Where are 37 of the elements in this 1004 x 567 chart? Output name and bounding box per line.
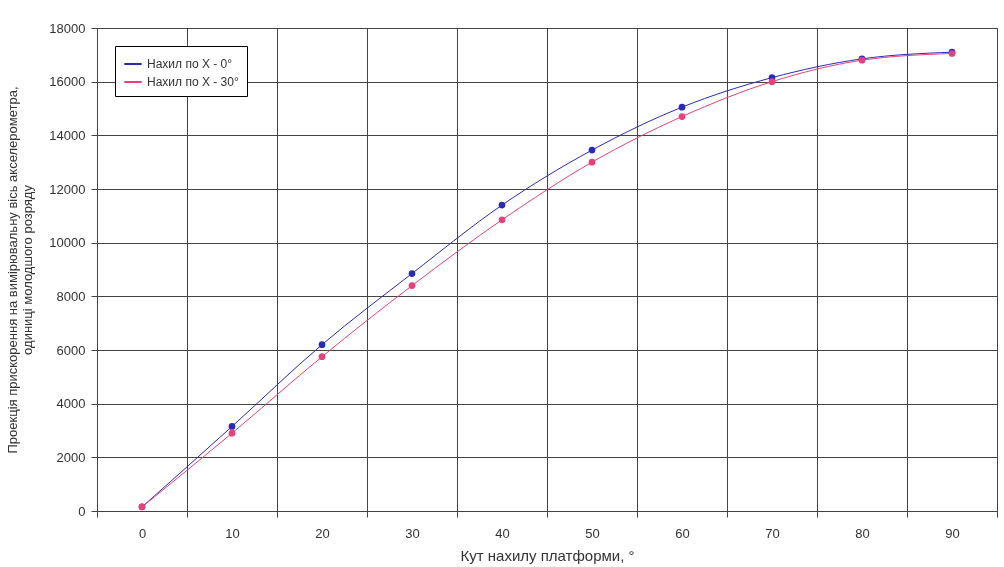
point [588,158,596,166]
point [768,78,776,86]
y-tick-label: 4000 [56,396,86,412]
point [408,270,416,277]
y-tick-label: 16000 [49,74,86,90]
point [678,113,686,120]
y-tick-label: 6000 [56,342,86,358]
x-tick-label: 60 [675,525,690,541]
x-tick-label: 70 [765,525,780,541]
x-tick-label: 20 [315,525,330,541]
y-tick-label: 18000 [49,20,86,36]
point [318,353,326,361]
legend-label: Нахил по X - 0° [147,57,233,71]
x-axis-title: Кут нахилу платформи, ° [460,546,635,564]
point [498,216,506,224]
point [588,146,596,154]
y-tick-label: 14000 [49,127,86,143]
x-tick-label: 90 [945,525,960,541]
point [228,423,236,430]
y-tick-label: 12000 [49,181,86,197]
point [678,103,686,111]
point [318,341,326,348]
x-tick-label: 10 [225,525,240,541]
point [408,282,416,289]
x-tick-label: 0 [138,525,147,541]
point [228,429,236,437]
x-tick-label: 30 [405,525,420,541]
x-tick-label: 80 [855,525,870,541]
x-tick-label: 40 [495,525,510,541]
legend-label: Нахил по X - 30° [147,75,239,89]
y-tick-label: 2000 [56,449,86,465]
x-tick-label: 50 [585,525,600,541]
y-tick-label: 8000 [56,288,86,304]
y-tick-label: 0 [78,503,86,519]
point [498,201,506,209]
y-tick-label: 10000 [49,235,86,251]
y-axis-title: Проекція прискорення на вимірювальну вісь акселерометра, одиниці молодшого розряду [5,86,36,454]
